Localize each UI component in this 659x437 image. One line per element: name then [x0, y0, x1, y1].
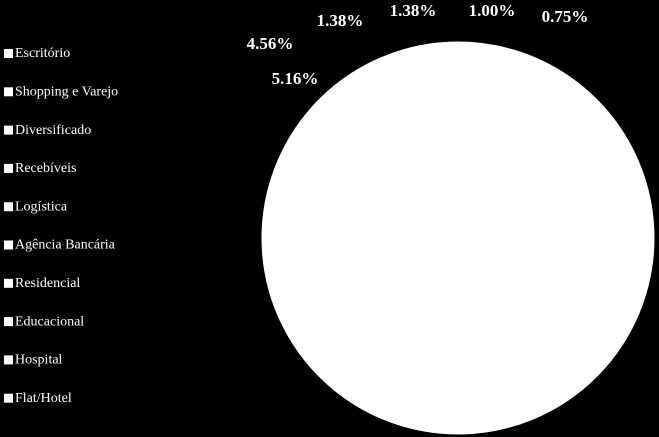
- legend-swatch: [4, 278, 13, 288]
- legend-label: Diversificado: [15, 123, 91, 138]
- pie-slice: [457, 41, 655, 386]
- legend-label: Flat/Hotel: [15, 391, 72, 406]
- legend-label: Hospital: [15, 353, 63, 368]
- legend-label: Agência Bancária: [15, 238, 116, 253]
- legend-swatch: [4, 240, 13, 250]
- legend-label: Logística: [15, 199, 68, 214]
- pie-slice: [334, 237, 589, 435]
- data-label: 4.56%: [247, 34, 294, 53]
- legend-label: Recebíveis: [15, 161, 76, 176]
- legend-swatch: [4, 355, 13, 365]
- legend-label: Escritório: [15, 46, 70, 61]
- legend-swatch: [4, 393, 13, 403]
- legend-swatch: [4, 125, 13, 135]
- data-label: 1.38%: [317, 11, 364, 30]
- legend-swatch: [4, 87, 13, 97]
- legend-swatch: [4, 317, 13, 327]
- legend-swatch: [4, 202, 13, 212]
- legend-label: Shopping e Varejo: [15, 85, 118, 100]
- data-label: 1.00%: [469, 1, 516, 20]
- data-label: 5.16%: [272, 69, 319, 88]
- legend-label: Educacional: [15, 314, 84, 329]
- legend-swatch: [4, 49, 13, 58]
- legend-swatch: [4, 163, 13, 173]
- data-label: 0.75%: [542, 7, 589, 26]
- pie-slice: [448, 41, 459, 239]
- pie-slice: [261, 232, 460, 392]
- pie-slice: [261, 114, 460, 239]
- data-label: 1.38%: [390, 1, 437, 20]
- legend-label: Residencial: [15, 276, 80, 291]
